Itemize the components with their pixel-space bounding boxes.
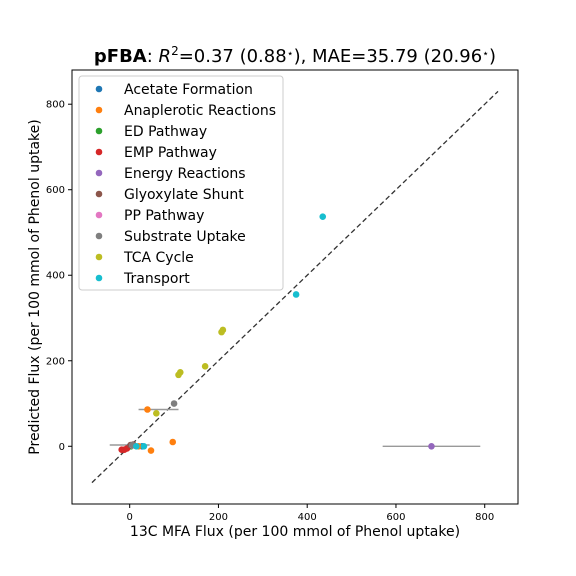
- axes-frame: [71, 69, 519, 505]
- y-tick-label: 200: [46, 356, 65, 367]
- legend-marker: [95, 127, 103, 135]
- data-point: [219, 326, 227, 334]
- legend-label: Energy Reactions: [124, 166, 246, 182]
- data-point: [319, 213, 327, 220]
- x-tick-label: 0: [127, 512, 133, 523]
- legend-marker: [95, 190, 103, 198]
- plot-area: 0 200 400 600 800 0 200 400 600 800: [46, 69, 519, 523]
- y-tick-label: 400: [46, 271, 65, 282]
- data-point: [428, 442, 435, 450]
- legend-marker: [95, 274, 103, 282]
- legend-marker: [95, 148, 103, 156]
- data-point: [292, 291, 300, 298]
- legend-marker: [95, 169, 103, 177]
- data-point: [153, 410, 160, 417]
- x-tick-label: 400: [298, 512, 317, 523]
- legend-label: PP Pathway: [124, 208, 204, 224]
- title-tail: ): [489, 46, 496, 67]
- data-point: [201, 363, 209, 370]
- legend-marker: [95, 85, 103, 93]
- legend: Acetate Formation Anaplerotic Reactions ED…: [78, 75, 284, 291]
- title-star-1: ⋆: [287, 47, 294, 60]
- data-point: [140, 442, 148, 450]
- legend-marker: [95, 106, 103, 114]
- x-tick-label: 600: [386, 512, 405, 523]
- legend-label: Transport: [123, 271, 190, 287]
- legend-marker: [95, 253, 103, 261]
- identity-line: [91, 90, 499, 484]
- data-point: [176, 369, 184, 376]
- legend-label: EMP Pathway: [124, 145, 217, 161]
- legend-marker: [95, 211, 103, 219]
- y-tick-label: 0: [59, 442, 65, 453]
- data-point: [169, 438, 177, 446]
- title-r2-exponent: 2: [171, 44, 179, 58]
- legend-label: TCA Cycle: [123, 250, 194, 266]
- legend-label: Acetate Formation: [124, 82, 253, 98]
- y-tick-label: 600: [46, 185, 65, 196]
- title-mae-text: ), MAE=35.79 (20.96: [294, 46, 483, 67]
- title-star-2: ⋆: [482, 47, 489, 60]
- title-colon: :: [147, 46, 159, 67]
- legend-label: Anaplerotic Reactions: [124, 103, 276, 119]
- y-tick-label: 800: [46, 100, 65, 111]
- legend-label: Glyoxylate Shunt: [124, 187, 244, 203]
- legend-marker: [95, 232, 103, 240]
- data-point: [133, 442, 140, 450]
- legend-box: [78, 75, 284, 291]
- x-axis-title: 13C MFA Flux (per 100 mmol of Phenol upt…: [130, 524, 460, 540]
- data-point: [144, 406, 151, 413]
- title-r2-value: =0.37 (0.88: [179, 46, 287, 67]
- data-point: [147, 447, 155, 454]
- legend-label: Substrate Uptake: [124, 229, 246, 245]
- chart-title: pFBA: R2=0.37 (0.88⋆), MAE=35.79 (20.96⋆…: [94, 44, 496, 67]
- title-method: pFBA: [94, 46, 147, 67]
- x-tick-label: 800: [475, 512, 494, 523]
- title-r2-label: R: [159, 46, 172, 67]
- data-point: [170, 400, 178, 407]
- x-tick-label: 200: [209, 512, 228, 523]
- y-axis-title: Predicted Flux (per 100 mmol of Phenol u…: [27, 119, 43, 454]
- legend-label: ED Pathway: [124, 124, 207, 140]
